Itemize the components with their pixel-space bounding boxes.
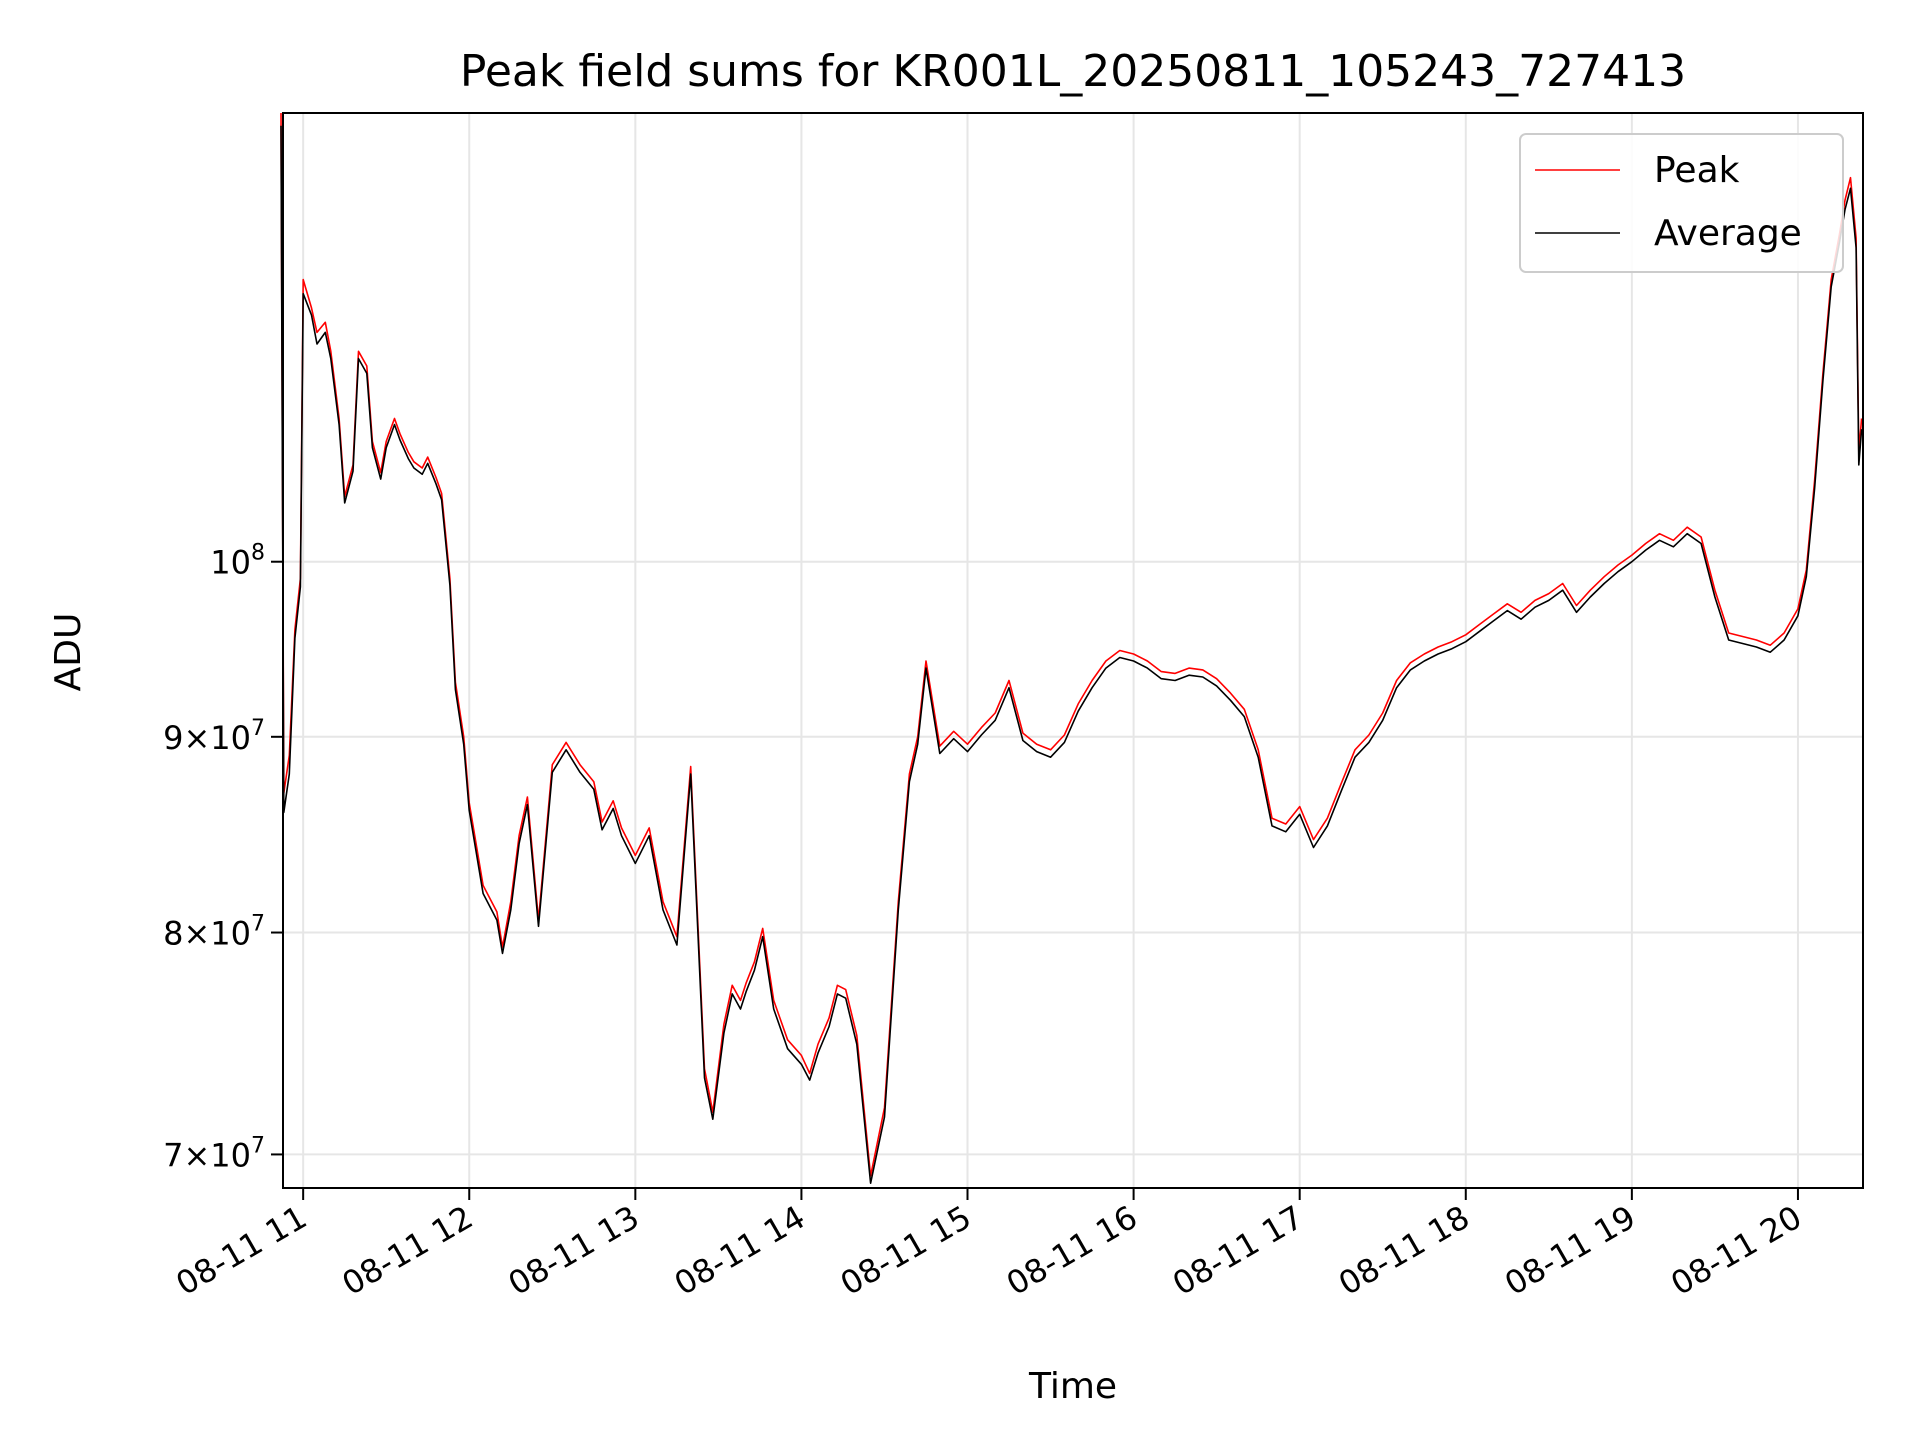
y-tick-mantissa: 9 xyxy=(163,719,183,757)
y-tick-label: 7×107 xyxy=(163,1133,265,1174)
chart-title: Peak field sums for KR001L_20250811_1052… xyxy=(460,46,1686,97)
y-tick-times: × xyxy=(183,1136,210,1174)
y-tick-times: × xyxy=(183,915,210,953)
y-tick-exponent: 7 xyxy=(251,716,265,741)
grid xyxy=(283,113,1863,1188)
y-tick-mantissa: 8 xyxy=(163,915,183,953)
y-tick-base: 10 xyxy=(210,915,251,953)
y-tick-label: 8×107 xyxy=(163,912,265,953)
y-tick-times: × xyxy=(183,719,210,757)
plot-frame xyxy=(282,112,1864,1189)
series-layer xyxy=(280,112,1863,1184)
y-axis-label: ADU xyxy=(48,613,89,692)
legend-label-average: Average xyxy=(1654,213,1802,254)
legend: Peak Average xyxy=(1519,133,1844,273)
y-tick-base: 10 xyxy=(210,1136,251,1174)
x-axis-label: Time xyxy=(1028,1366,1117,1407)
y-tick-mantissa: 7 xyxy=(163,1136,183,1174)
y-tick-exponent: 8 xyxy=(251,541,265,566)
y-tick-exponent: 7 xyxy=(251,912,265,937)
y-tick-label: 108 xyxy=(210,541,265,582)
legend-box xyxy=(1519,133,1844,273)
y-tick-base: 10 xyxy=(210,544,251,582)
y-tick-base: 10 xyxy=(210,719,251,757)
series-line-peak xyxy=(280,112,1863,1177)
y-tick-label: 9×107 xyxy=(163,716,265,757)
legend-label-peak: Peak xyxy=(1654,150,1740,191)
series-line-average xyxy=(280,125,1863,1184)
y-tick-exponent: 7 xyxy=(251,1133,265,1158)
